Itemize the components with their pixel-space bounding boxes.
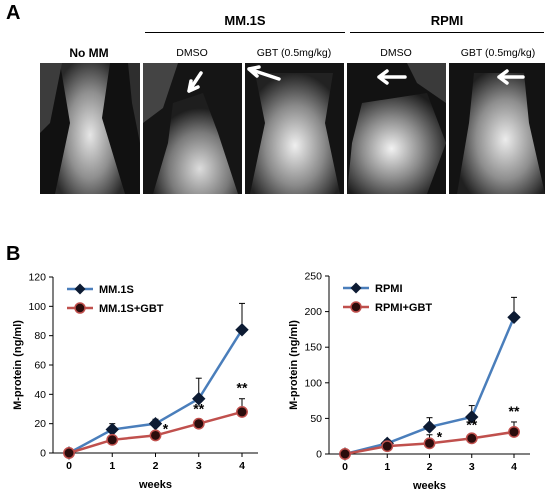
y-tick-label: 200 — [304, 306, 322, 318]
x-axis-label: weeks — [412, 480, 446, 492]
data-point — [235, 323, 249, 337]
data-point — [508, 425, 520, 438]
x-tick-label: 0 — [66, 460, 72, 472]
data-point — [149, 429, 162, 442]
legend-label: RPMI — [375, 283, 403, 295]
legend-marker — [74, 302, 86, 314]
arrow-icon — [377, 69, 407, 85]
legend-label: MM.1S — [99, 284, 134, 296]
legend-label: RPMI+GBT — [375, 302, 432, 314]
chart-mm1s: 0 20 40 60 80 100 120 0 1 2 3 4 weeks M-protein (ng/m… — [12, 272, 258, 491]
data-point — [507, 310, 521, 325]
arrow-icon — [497, 69, 525, 85]
image-label-rpmi-dmso: DMSO — [380, 47, 412, 59]
significance-marker: * — [437, 428, 443, 444]
data-point — [381, 440, 394, 453]
significance-marker: * — [163, 420, 169, 436]
micrograph-no-mm — [40, 63, 140, 194]
y-tick-label: 50 — [310, 413, 322, 425]
data-point — [105, 422, 119, 437]
y-tick-label: 20 — [34, 418, 46, 430]
chart-rpmi: 0 50 100 150 200 250 0 1 2 3 4 weeks M-protein (ng/m… — [288, 271, 530, 492]
legend-marker — [74, 283, 86, 295]
micrograph-rpmi-dmso — [347, 63, 446, 194]
y-axis-label: M-protein (ng/ml) — [288, 320, 300, 410]
x-tick-label: 1 — [384, 461, 390, 473]
panel-b-letter: B — [6, 243, 21, 265]
image-label-mm1s-dmso: DMSO — [176, 47, 208, 59]
y-tick-label: 150 — [304, 342, 322, 354]
data-point — [192, 392, 206, 406]
data-point — [106, 433, 119, 446]
significance-marker: ** — [466, 416, 477, 432]
x-tick-label: 3 — [469, 461, 475, 473]
image-label-rpmi-gbt: GBT (0.5mg/kg) — [460, 47, 536, 59]
legend-label: MM.1S+GBT — [99, 303, 164, 315]
y-tick-label: 100 — [304, 377, 322, 389]
y-tick-label: 40 — [34, 389, 46, 401]
micrograph-mm1s-dmso — [143, 63, 242, 194]
image-label-mm1s-gbt: GBT (0.5mg/kg) — [256, 47, 332, 59]
group-title-mm1s: MM.1S — [224, 13, 266, 28]
y-axis-label: M-protein (ng/ml) — [12, 320, 24, 410]
group-divider-mm1s — [145, 32, 345, 33]
data-point — [148, 416, 163, 431]
y-tick-label: 0 — [316, 449, 322, 461]
micrograph-rpmi-gbt — [449, 63, 545, 194]
arrow-icon — [187, 71, 203, 93]
y-tick-label: 80 — [34, 330, 46, 342]
data-point — [422, 420, 437, 434]
legend-marker — [350, 301, 362, 313]
data-point — [63, 447, 75, 459]
data-point — [236, 405, 248, 418]
significance-marker: ** — [237, 380, 248, 396]
data-point — [423, 437, 436, 450]
y-tick-label: 60 — [34, 360, 46, 372]
group-title-rpmi: RPMI — [430, 13, 464, 28]
significance-marker: ** — [509, 403, 520, 419]
y-tick-label: 120 — [28, 272, 46, 284]
panel-a-letter: A — [6, 2, 21, 24]
x-tick-label: 2 — [153, 460, 159, 472]
y-tick-label: 0 — [40, 448, 46, 460]
x-tick-label: 3 — [196, 460, 202, 472]
x-tick-label: 2 — [427, 461, 433, 473]
micrograph-mm1s-gbt — [245, 63, 344, 194]
arrow-icon — [247, 65, 281, 81]
x-tick-label: 1 — [109, 460, 115, 472]
group-divider-rpmi — [350, 32, 544, 33]
x-tick-label: 4 — [239, 460, 245, 472]
image-label-no-mm: No MM — [69, 46, 109, 60]
x-tick-label: 4 — [511, 461, 517, 473]
significance-marker: ** — [193, 400, 204, 416]
data-point — [192, 417, 205, 430]
data-point — [465, 410, 479, 424]
data-point — [465, 432, 478, 445]
x-tick-label: 0 — [342, 461, 348, 473]
y-tick-label: 250 — [304, 271, 322, 283]
data-point — [339, 448, 351, 460]
x-axis-label: weeks — [138, 479, 172, 491]
legend-marker — [350, 282, 362, 294]
y-tick-label: 100 — [28, 301, 46, 313]
